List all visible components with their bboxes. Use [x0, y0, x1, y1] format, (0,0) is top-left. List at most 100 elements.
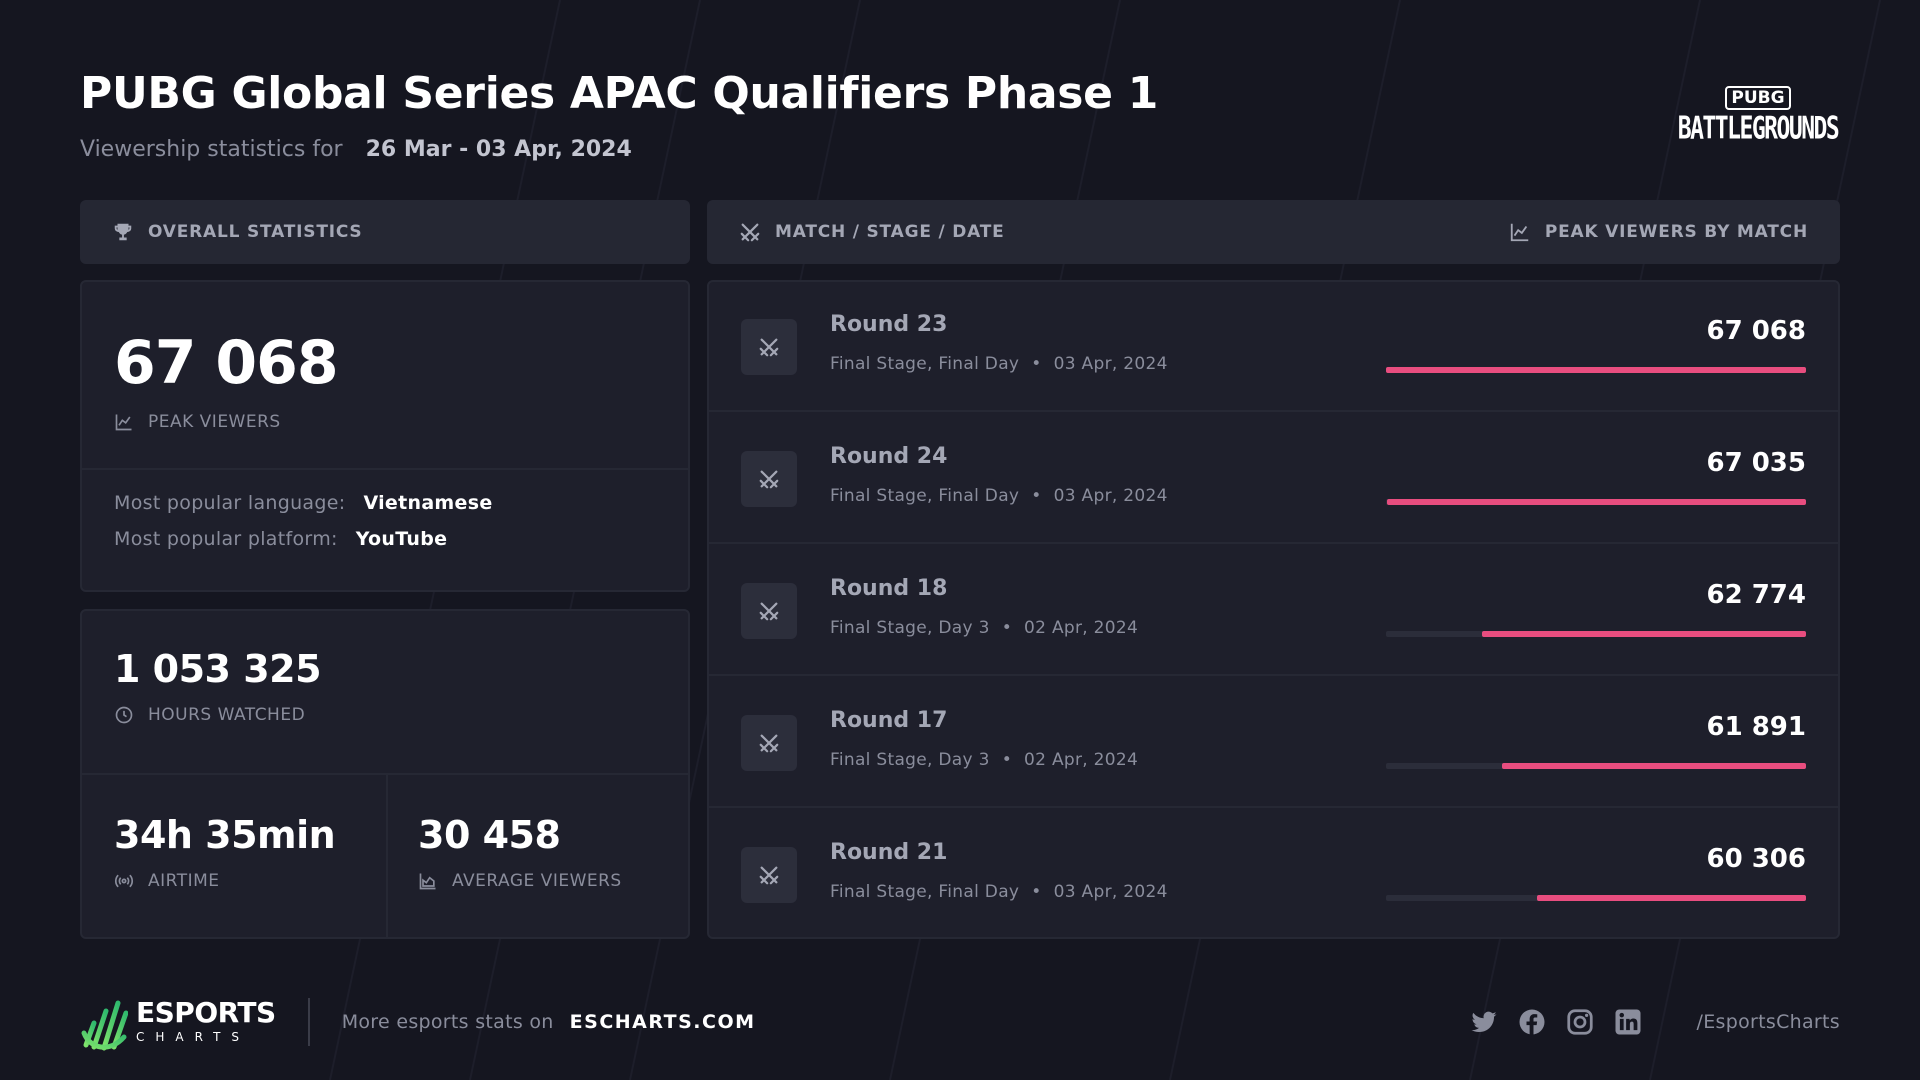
- trophy-icon: [112, 221, 134, 243]
- peak-viewers-value: 67 068: [114, 328, 339, 398]
- match-name: Round 18: [830, 576, 948, 601]
- peak-bar-fill: [1481, 631, 1806, 637]
- divider: [82, 468, 688, 470]
- match-details: Final Stage, Day 3 • 02 Apr, 2024: [830, 618, 1138, 638]
- peak-viewers-card: 67 068 PEAK VIEWERS Most popular languag…: [80, 280, 690, 592]
- peak-viewers-label: PEAK VIEWERS: [114, 412, 338, 432]
- match-peak-viewers: 67 068: [1706, 316, 1806, 346]
- page-subtitle: Viewership statistics for 26 Mar - 03 Ap…: [80, 137, 1840, 162]
- area-chart-icon: [418, 871, 438, 891]
- separator-dot: •: [1031, 882, 1042, 902]
- subtitle-label: Viewership statistics for: [80, 137, 343, 162]
- match-details: Final Stage, Final Day • 03 Apr, 2024: [830, 354, 1168, 374]
- match-name: Round 24: [830, 444, 948, 469]
- overall-statistics-header: OVERALL STATISTICS: [80, 200, 690, 264]
- match-stage: Final Stage, Day 3: [830, 750, 990, 770]
- brand-bottom: CHARTS: [136, 1030, 251, 1044]
- match-stage: Final Stage, Day 3: [830, 618, 990, 638]
- instagram-icon[interactable]: [1565, 1007, 1595, 1037]
- match-details: Final Stage, Final Day • 03 Apr, 2024: [830, 882, 1168, 902]
- divider: [82, 773, 688, 775]
- linkedin-icon[interactable]: [1613, 1007, 1643, 1037]
- average-viewers-stat: 30 458 AVERAGE VIEWERS: [418, 813, 622, 891]
- twitter-icon[interactable]: [1469, 1007, 1499, 1037]
- matches-heading-left: MATCH / STAGE / DATE: [775, 222, 1005, 242]
- crossed-swords-icon: [741, 847, 797, 903]
- match-date: 02 Apr, 2024: [1024, 750, 1139, 770]
- separator-dot: •: [1031, 354, 1042, 374]
- match-details: Final Stage, Final Day • 03 Apr, 2024: [830, 486, 1168, 506]
- hours-watched-label: HOURS WATCHED: [114, 705, 321, 725]
- popular-platform-row: Most popular platform: YouTube: [114, 528, 448, 550]
- game-logo-top: PUBG: [1725, 86, 1791, 110]
- match-name: Round 23: [830, 312, 948, 337]
- peak-bar-fill: [1536, 895, 1806, 901]
- average-viewers-label: AVERAGE VIEWERS: [418, 871, 622, 891]
- match-peak-viewers: 60 306: [1706, 844, 1806, 874]
- peak-bar-track: [1386, 763, 1806, 769]
- match-row[interactable]: Round 24 Final Stage, Final Day • 03 Apr, 2…: [709, 414, 1838, 544]
- peak-bar-track: [1386, 499, 1806, 505]
- airtime-stat: 34h 35min AIRTIME: [114, 813, 336, 891]
- peak-bar-fill: [1386, 367, 1806, 373]
- peak-bar-track: [1386, 367, 1806, 373]
- crossed-swords-icon: [741, 319, 797, 375]
- match-date: 03 Apr, 2024: [1053, 882, 1168, 902]
- broadcast-icon: [114, 871, 134, 891]
- match-row[interactable]: Round 21 Final Stage, Final Day • 03 Apr, 2…: [709, 810, 1838, 937]
- esports-charts-logo[interactable]: ESPORTS CHARTS: [80, 993, 276, 1051]
- match-details: Final Stage, Day 3 • 02 Apr, 2024: [830, 750, 1138, 770]
- matches-header: MATCH / STAGE / DATE PEAK VIEWERS BY MAT…: [707, 200, 1840, 264]
- match-stage: Final Stage, Final Day: [830, 486, 1020, 506]
- game-logo-bottom: BATTLEGROUNDS: [1677, 111, 1840, 147]
- match-stage: Final Stage, Final Day: [830, 354, 1020, 374]
- airtime-label: AIRTIME: [114, 871, 335, 891]
- match-peak-viewers: 62 774: [1706, 580, 1806, 610]
- divider-vertical: [386, 775, 388, 937]
- match-date: 02 Apr, 2024: [1024, 618, 1139, 638]
- crossed-swords-icon: [741, 451, 797, 507]
- matches-heading-right: PEAK VIEWERS BY MATCH: [1544, 222, 1808, 242]
- facebook-icon[interactable]: [1517, 1007, 1547, 1037]
- more-stats-text: More esports stats on ESCHARTS.COM: [341, 1011, 756, 1033]
- brand-top: ESPORTS: [136, 996, 276, 1029]
- popular-language-row: Most popular language: Vietnamese: [114, 492, 493, 514]
- match-peak-viewers: 61 891: [1706, 712, 1806, 742]
- peak-viewers-by-match-heading: PEAK VIEWERS BY MATCH: [1509, 221, 1808, 243]
- match-name: Round 21: [830, 840, 948, 865]
- hours-watched-value: 1 053 325: [114, 647, 322, 691]
- match-date: 03 Apr, 2024: [1053, 486, 1168, 506]
- esports-charts-logo-mark: [81, 1000, 128, 1051]
- date-range: 26 Mar - 03 Apr, 2024: [365, 137, 632, 162]
- airtime-value: 34h 35min: [114, 813, 336, 857]
- popular-platform-value: YouTube: [355, 528, 448, 550]
- hours-watched-card: 1 053 325 HOURS WATCHED 34h 35min AIRTIM…: [80, 609, 690, 939]
- crossed-swords-icon: [741, 715, 797, 771]
- crossed-swords-icon: [741, 583, 797, 639]
- match-peak-viewers: 67 035: [1706, 448, 1806, 478]
- match-row[interactable]: Round 18 Final Stage, Day 3 • 02 Apr, 2024 6…: [709, 546, 1838, 676]
- game-logo: PUBG BATTLEGROUNDS: [1676, 86, 1840, 147]
- header: PUBG Global Series APAC Qualifiers Phase…: [80, 68, 1840, 168]
- chart-icon: [114, 412, 134, 432]
- popular-language-value: Vietnamese: [363, 492, 493, 514]
- social-handle[interactable]: /EsportsCharts: [1696, 1011, 1840, 1033]
- separator-dot: •: [1001, 618, 1013, 638]
- match-row[interactable]: Round 17 Final Stage, Day 3 • 02 Apr, 2024 6…: [709, 678, 1838, 808]
- divider: [307, 998, 310, 1046]
- match-date: 03 Apr, 2024: [1053, 354, 1168, 374]
- footer: ESPORTS CHARTS More esports stats on ESCH…: [80, 990, 1840, 1054]
- match-stage: Final Stage, Final Day: [830, 882, 1020, 902]
- site-link[interactable]: ESCHARTS.COM: [569, 1011, 756, 1033]
- chart-icon: [1509, 221, 1531, 243]
- page-title: PUBG Global Series APAC Qualifiers Phase…: [80, 68, 1159, 119]
- match-name: Round 17: [830, 708, 948, 733]
- overall-statistics-heading: OVERALL STATISTICS: [148, 222, 363, 242]
- peak-bar-fill: [1501, 763, 1806, 769]
- peak-bar-fill: [1386, 499, 1806, 505]
- social-links: /EsportsCharts: [1469, 1007, 1840, 1037]
- peak-bar-track: [1386, 895, 1806, 901]
- crossed-swords-icon: [739, 221, 761, 243]
- match-row[interactable]: Round 23 Final Stage, Final Day • 03 Apr, 2…: [709, 282, 1838, 412]
- separator-dot: •: [1031, 486, 1042, 506]
